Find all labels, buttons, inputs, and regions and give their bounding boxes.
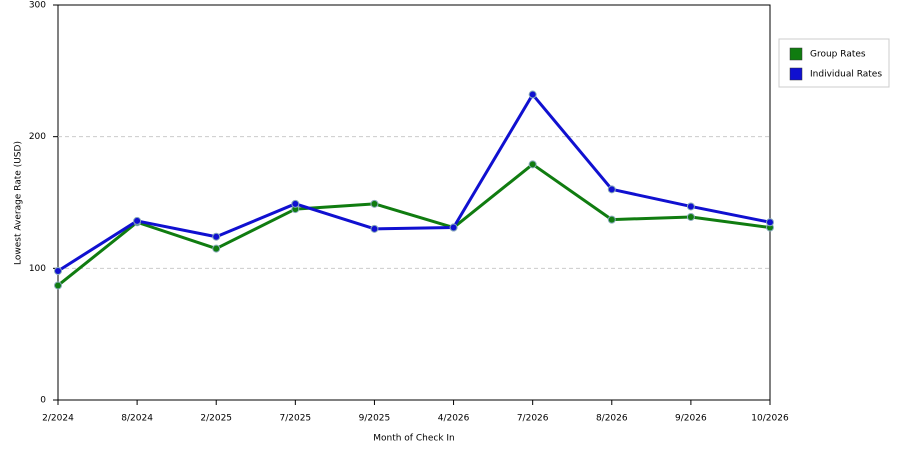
data-point — [607, 215, 616, 224]
legend-label: Individual Rates — [810, 70, 882, 80]
x-tick-label: 9/2026 — [675, 414, 707, 424]
y-tick-label: 0 — [40, 396, 46, 406]
data-point — [54, 281, 62, 290]
x-tick-label: 2/2025 — [200, 414, 232, 424]
x-tick-label: 8/2024 — [121, 414, 153, 424]
x-tick-label: 7/2026 — [517, 414, 549, 424]
x-tick-label: 4/2026 — [438, 414, 470, 424]
x-tick-label: 10/2026 — [751, 414, 789, 424]
series-line — [57, 162, 771, 287]
x-axis-label: Month of Check In — [373, 434, 455, 444]
x-tick-label: 9/2025 — [359, 414, 391, 424]
y-tick-label: 100 — [29, 264, 46, 274]
data-point — [686, 202, 695, 211]
data-point — [212, 244, 221, 253]
y-tick-label: 300 — [29, 1, 46, 11]
y-axis-label: Lowest Average Rate (USD) — [14, 141, 24, 265]
legend-label: Group Rates — [810, 50, 866, 60]
data-point — [528, 90, 537, 99]
legend-swatch — [789, 67, 803, 81]
data-point — [686, 212, 695, 221]
x-tick-label: 7/2025 — [279, 414, 311, 424]
legend-swatch — [789, 47, 803, 61]
data-point — [607, 185, 616, 194]
data-point — [212, 232, 221, 241]
data-point — [449, 223, 458, 232]
data-point — [133, 216, 142, 225]
y-tick-label: 200 — [29, 132, 46, 142]
data-point — [54, 266, 62, 275]
data-point — [370, 224, 379, 233]
plot-area — [57, 4, 771, 401]
data-point — [291, 199, 300, 208]
data-point — [528, 160, 537, 169]
data-point — [370, 199, 379, 208]
x-tick-label: 8/2026 — [596, 414, 628, 424]
x-tick-label: 2/2024 — [42, 414, 74, 424]
data-point — [766, 218, 774, 227]
series-line — [57, 93, 771, 273]
